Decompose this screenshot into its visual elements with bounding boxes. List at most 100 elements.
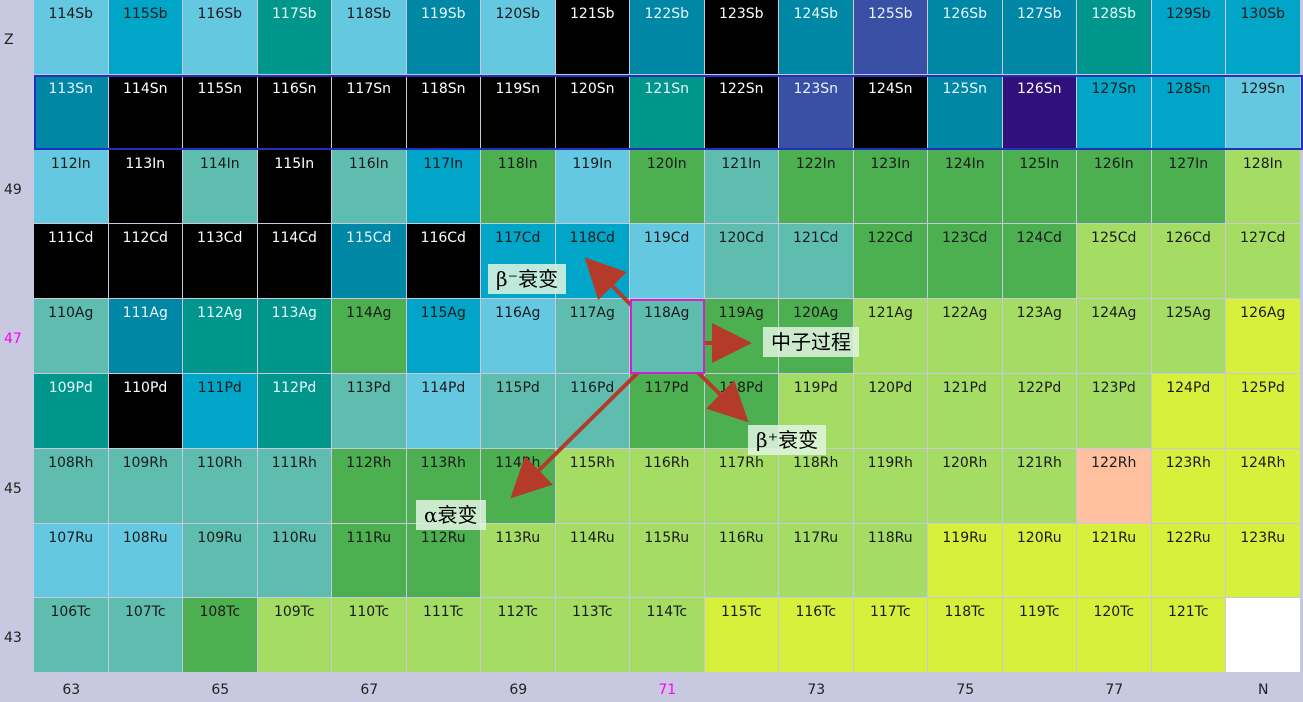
nuclide-cell[interactable]: 117In (406, 149, 481, 225)
nuclide-cell[interactable]: 125Sb (853, 0, 928, 75)
nuclide-cell[interactable]: 122In (779, 149, 854, 225)
nuclide-cell[interactable]: 112Pd (257, 374, 332, 449)
nuclide-cell[interactable]: 111Ag (108, 299, 183, 374)
nuclide-cell[interactable]: 116Ag (481, 299, 556, 374)
nuclide-cell[interactable]: 114Ag (332, 299, 407, 374)
nuclide-cell[interactable]: 113Sn (34, 74, 109, 150)
nuclide-cell[interactable]: 113Pd (332, 374, 407, 449)
nuclide-cell[interactable]: 120Tc (1077, 598, 1152, 674)
nuclide-cell[interactable]: 112Cd (108, 224, 183, 300)
nuclide-cell[interactable]: 113Ru (481, 523, 556, 599)
nuclide-cell[interactable]: 113Tc (555, 598, 630, 674)
nuclide-cell[interactable]: 121Ru (1077, 523, 1152, 599)
nuclide-cell[interactable]: 112Rh (332, 448, 407, 524)
nuclide-cell[interactable]: 115Pd (481, 374, 556, 449)
nuclide-cell[interactable]: 121Rh (1002, 448, 1077, 524)
nuclide-cell[interactable]: 122Cd (853, 224, 928, 300)
nuclide-cell[interactable]: 122Rh (1077, 448, 1152, 524)
nuclide-cell[interactable]: 110Ru (257, 523, 332, 599)
nuclide-cell[interactable]: 117Rh (704, 448, 779, 524)
nuclide-cell[interactable]: 123Rh (1151, 448, 1226, 524)
nuclide-cell[interactable]: 116Cd (406, 224, 481, 300)
nuclide-cell[interactable]: 119Ru (928, 523, 1003, 599)
nuclide-cell[interactable]: 122Pd (1002, 374, 1077, 449)
nuclide-cell[interactable]: 118In (481, 149, 556, 225)
nuclide-cell[interactable]: 126Ag (1226, 299, 1301, 374)
nuclide-cell[interactable]: 121Sb (555, 0, 630, 75)
nuclide-cell[interactable]: 123Ru (1226, 523, 1301, 599)
nuclide-cell[interactable]: 110Rh (183, 448, 258, 524)
nuclide-cell[interactable]: 120Ru (1002, 523, 1077, 599)
nuclide-cell[interactable]: 109Pd (34, 374, 109, 449)
nuclide-cell[interactable]: 112Ag (183, 299, 258, 374)
nuclide-cell[interactable]: 126Sb (928, 0, 1003, 75)
nuclide-cell[interactable]: 119Rh (853, 448, 928, 524)
nuclide-cell[interactable]: 118Sb (332, 0, 407, 75)
nuclide-cell[interactable]: 114Sn (108, 74, 183, 150)
nuclide-cell[interactable]: 115In (257, 149, 332, 225)
nuclide-cell[interactable]: 118Tc (928, 598, 1003, 674)
nuclide-cell[interactable]: 114Rh (481, 448, 556, 524)
nuclide-cell[interactable]: 122Sn (704, 74, 779, 150)
nuclide-cell[interactable]: 119Tc (1002, 598, 1077, 674)
nuclide-cell[interactable]: 114Sb (34, 0, 109, 75)
nuclide-cell[interactable]: 110Ag (34, 299, 109, 374)
nuclide-cell[interactable]: 129Sb (1151, 0, 1226, 75)
nuclide-cell[interactable]: 114Pd (406, 374, 481, 449)
nuclide-cell[interactable]: 112Tc (481, 598, 556, 674)
nuclide-cell[interactable]: 112In (34, 149, 109, 225)
nuclide-cell[interactable]: 125In (1002, 149, 1077, 225)
nuclide-cell[interactable]: 114Tc (630, 598, 705, 674)
nuclide-cell[interactable]: 124Ag (1077, 299, 1152, 374)
nuclide-cell[interactable]: 120Rh (928, 448, 1003, 524)
nuclide-cell[interactable]: 121Sn (630, 74, 705, 150)
nuclide-cell[interactable]: 122Ag (928, 299, 1003, 374)
nuclide-cell[interactable]: 122Sb (630, 0, 705, 75)
nuclide-cell[interactable]: 123Cd (928, 224, 1003, 300)
nuclide-cell[interactable]: 129Sn (1226, 74, 1301, 150)
nuclide-cell[interactable]: 124Sn (853, 74, 928, 150)
nuclide-cell[interactable]: 111Tc (406, 598, 481, 674)
nuclide-cell[interactable]: 113In (108, 149, 183, 225)
nuclide-cell[interactable]: 125Ag (1151, 299, 1226, 374)
nuclide-cell[interactable]: 127Cd (1226, 224, 1301, 300)
nuclide-cell[interactable]: 112Ru (406, 523, 481, 599)
nuclide-cell[interactable]: 123Ag (1002, 299, 1077, 374)
nuclide-cell[interactable]: 121Tc (1151, 598, 1226, 674)
nuclide-cell[interactable]: 110Tc (332, 598, 407, 674)
nuclide-cell[interactable]: 121Ag (853, 299, 928, 374)
nuclide-cell[interactable]: 118Ru (853, 523, 928, 599)
nuclide-cell[interactable]: 117Ru (779, 523, 854, 599)
nuclide-cell[interactable]: 117Sn (332, 74, 407, 150)
nuclide-cell[interactable]: 124Sb (779, 0, 854, 75)
nuclide-cell[interactable]: 113Cd (183, 224, 258, 300)
nuclide-cell[interactable]: 124Pd (1151, 374, 1226, 449)
nuclide-cell[interactable]: 116Rh (630, 448, 705, 524)
nuclide-cell[interactable]: 117Pd (630, 374, 705, 449)
nuclide-cell[interactable]: 123Pd (1077, 374, 1152, 449)
nuclide-cell[interactable]: 126Sn (1002, 74, 1077, 150)
nuclide-cell[interactable]: 119Sn (481, 74, 556, 150)
nuclide-cell[interactable]: 126In (1077, 149, 1152, 225)
nuclide-cell[interactable]: 109Rh (108, 448, 183, 524)
nuclide-cell[interactable]: 127Sb (1002, 0, 1077, 75)
nuclide-cell[interactable]: 120Sb (481, 0, 556, 75)
nuclide-cell[interactable]: 111Rh (257, 448, 332, 524)
nuclide-cell[interactable]: 106Tc (34, 598, 109, 674)
nuclide-cell[interactable]: 115Sn (183, 74, 258, 150)
nuclide-cell[interactable]: 118Rh (779, 448, 854, 524)
nuclide-cell[interactable]: 111Pd (183, 374, 258, 449)
nuclide-cell[interactable]: 116Tc (779, 598, 854, 674)
nuclide-cell[interactable]: 115Rh (555, 448, 630, 524)
nuclide-cell[interactable]: 120Cd (704, 224, 779, 300)
nuclide-cell[interactable]: 123Sb (704, 0, 779, 75)
nuclide-cell[interactable]: 114Ru (555, 523, 630, 599)
nuclide-cell[interactable]: 127Sn (1077, 74, 1152, 150)
nuclide-cell[interactable]: 119Cd (630, 224, 705, 300)
nuclide-cell[interactable]: 120In (630, 149, 705, 225)
nuclide-cell[interactable]: 108Tc (183, 598, 258, 674)
nuclide-cell[interactable]: 115Ru (630, 523, 705, 599)
nuclide-cell[interactable]: 118Cd (555, 224, 630, 300)
nuclide-cell[interactable]: 119Sb (406, 0, 481, 75)
nuclide-cell[interactable]: 117Tc (853, 598, 928, 674)
